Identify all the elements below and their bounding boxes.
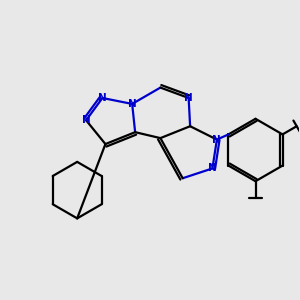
Text: N: N [82,115,91,125]
Text: N: N [128,99,136,109]
Text: N: N [184,93,193,103]
Text: N: N [208,164,217,173]
Text: N: N [212,135,221,145]
Text: N: N [98,93,107,103]
